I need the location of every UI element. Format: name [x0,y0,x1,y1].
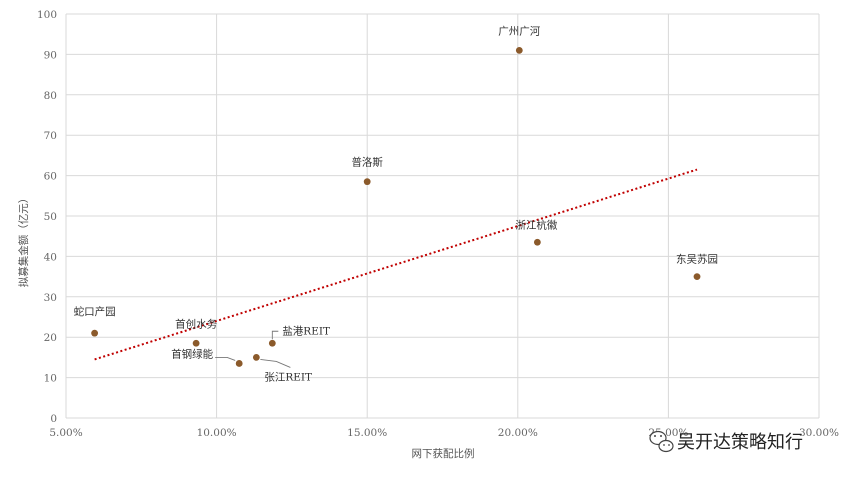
y-tick-label: 80 [44,90,57,102]
wechat-icon [649,430,674,453]
data-label: 张江REIT [264,371,312,383]
y-tick-label: 30 [44,292,57,304]
x-tick-label: 10.00% [197,427,237,439]
data-point [268,339,276,347]
y-tick-label: 20 [44,332,57,344]
data-point [235,360,243,367]
data-label: 广州广河 [498,25,540,37]
y-tick-label: 50 [44,211,57,223]
y-axis-ticks: 0 10 20 30 40 50 60 70 80 90 100 [37,9,57,425]
y-tick-label: 100 [37,9,57,21]
data-label: 首创水务 [175,317,217,330]
data-point [533,238,541,246]
y-tick-label: 60 [44,171,57,183]
y-tick-label: 10 [44,373,57,385]
y-axis-title: 拟募集金额（亿元） [17,193,30,288]
leader-line [260,358,291,368]
y-tick-label: 0 [50,413,57,425]
data-label: 普洛斯 [351,156,383,169]
x-tick-label: 15.00% [347,427,387,439]
trendline [94,168,698,361]
data-points [91,46,701,367]
label-leader-lines [215,330,291,368]
watermark: 吴开达策略知行 [649,430,803,453]
data-point [693,273,701,280]
x-tick-label: 5.00% [49,427,82,439]
y-tick-label: 70 [44,130,57,142]
x-axis-title: 网下获配比例 [412,447,475,460]
y-tick-label: 90 [44,49,57,61]
x-tick-label: 20.00% [498,427,538,439]
leader-line [215,357,236,361]
data-point [192,339,200,347]
data-label: 东吴苏园 [676,253,718,266]
data-point [515,46,523,54]
data-label: 浙江杭徽 [515,218,557,231]
x-axis-ticks: 5.00% 10.00% 15.00% 20.00% 25.00% 30.00% [49,427,839,439]
data-point [91,329,99,337]
data-label: 盐港REIT [282,324,330,337]
linear-trendline [94,168,698,361]
data-point [252,354,260,361]
x-tick-label: 30.00% [799,427,839,439]
data-label: 首钢绿能 [171,347,213,360]
leader-line [271,330,279,340]
y-tick-label: 40 [44,251,57,263]
gridlines [65,13,820,419]
data-point [363,178,371,186]
watermark-text: 吴开达策略知行 [677,432,803,453]
data-label: 蛇口产园 [74,305,116,318]
